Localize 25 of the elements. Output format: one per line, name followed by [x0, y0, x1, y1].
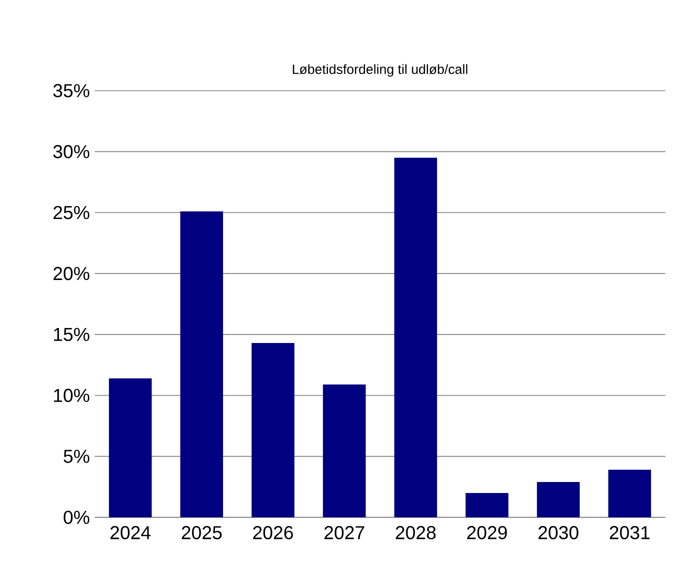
y-tick-label: 20%	[54, 266, 90, 280]
bar	[108, 378, 152, 518]
bar	[180, 211, 224, 518]
x-tick-label: 2031	[610, 526, 650, 540]
y-tick-label: 5%	[64, 450, 90, 463]
y-tick-label: 35%	[53, 84, 90, 98]
x-tick-label: 2026	[253, 526, 293, 540]
x-tick-label: 2027	[324, 526, 364, 540]
x-tick-label: 2029	[467, 526, 507, 540]
x-tick-label: 2030	[538, 526, 578, 540]
bar	[252, 343, 294, 518]
bar	[466, 492, 508, 518]
bar	[322, 384, 366, 518]
chart-title: Løbetidsfordeling til udløb/call	[292, 64, 468, 77]
bar	[536, 482, 580, 518]
x-tick-label: 2028	[396, 526, 436, 540]
x-tick-label: 2025	[182, 526, 222, 540]
y-tick-label: 25%	[54, 206, 90, 220]
y-tick-label: 0%	[64, 510, 90, 524]
y-tick-label: 10%	[54, 388, 90, 402]
bar	[394, 158, 438, 518]
bar	[608, 470, 652, 518]
y-tick-label: 30%	[53, 145, 90, 158]
x-tick-label: 2024	[110, 526, 151, 540]
y-tick-label: 15%	[54, 328, 90, 342]
